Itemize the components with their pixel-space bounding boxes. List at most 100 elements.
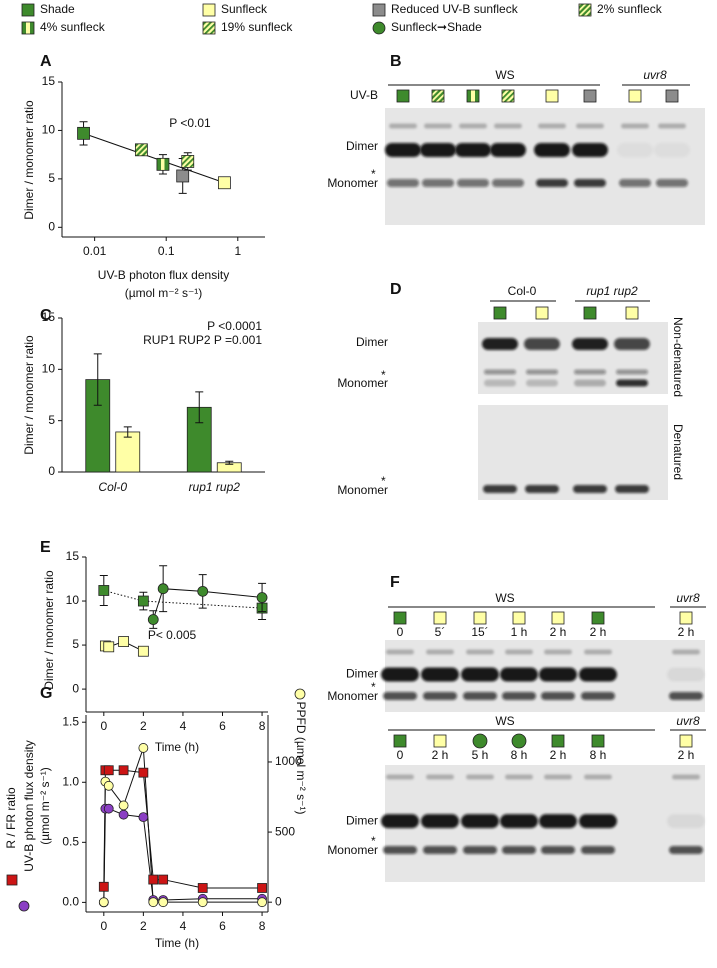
- bar: [85, 379, 111, 473]
- bar: [115, 431, 141, 473]
- blot-band: [581, 846, 615, 854]
- blot-band: [534, 143, 570, 157]
- data-point: [137, 645, 149, 657]
- blot-band: [541, 692, 575, 700]
- data-point: [257, 883, 267, 893]
- blot-band: [584, 649, 612, 655]
- blot-band: [386, 649, 414, 655]
- asterisk: *: [371, 834, 376, 848]
- blot-band: [490, 143, 526, 157]
- y-tick-label: 10: [66, 593, 80, 607]
- lane-icon: [493, 306, 507, 320]
- y-axis-label: (µmol m⁻² s⁻¹): [38, 767, 52, 845]
- lane-icon: [501, 89, 515, 103]
- blot-band: [526, 379, 558, 387]
- data-point: [103, 765, 114, 776]
- y-tick-label: 0.0: [62, 895, 79, 909]
- series-line: [103, 769, 263, 889]
- lane-icon: [591, 611, 605, 625]
- y2-tick-label: 0: [275, 894, 282, 908]
- blot-band: [424, 123, 452, 129]
- y-tick-label: 15: [66, 549, 80, 563]
- lane-icon: [512, 611, 526, 625]
- asterisk: *: [371, 167, 376, 181]
- group-label: WS: [495, 68, 514, 82]
- error-bar: [123, 426, 132, 438]
- x-tick-label: 4: [180, 719, 187, 733]
- lane-label: 2 h: [550, 748, 567, 762]
- lane-icon: [433, 734, 447, 748]
- lane-label: 2 h: [678, 625, 695, 639]
- blot-band: [484, 369, 516, 375]
- band-label: Monomer: [327, 843, 378, 857]
- blot-band: [423, 692, 457, 700]
- band-label: Dimer: [356, 335, 388, 349]
- x-tick-label: 6: [219, 719, 226, 733]
- blot-band: [654, 143, 690, 157]
- blot-band: [539, 814, 577, 829]
- blot-band: [672, 649, 700, 655]
- x-axis-label: UV-B photon flux density: [98, 268, 229, 282]
- blot-band: [524, 338, 560, 350]
- x-tick-label: 6: [219, 919, 226, 933]
- blot-band: [461, 814, 499, 829]
- data-point: [156, 157, 170, 171]
- y-tick-label: 0: [72, 681, 79, 695]
- blot-band: [572, 143, 608, 157]
- lane-icon: [396, 89, 410, 103]
- data-point: [148, 897, 159, 908]
- blot-band: [656, 179, 688, 187]
- legend-label: Reduced UV-B sunfleck: [391, 2, 519, 16]
- blot-band: [505, 649, 533, 655]
- data-point: [158, 874, 169, 885]
- lane-icon: [583, 89, 597, 103]
- data-point: [176, 169, 190, 183]
- legend-swatch: [21, 3, 35, 17]
- data-point: [134, 143, 148, 157]
- data-point: [118, 800, 129, 811]
- data-point: [98, 897, 109, 908]
- data-point: [147, 614, 159, 625]
- data-point: [148, 874, 159, 885]
- lane-label: 5´: [435, 625, 446, 639]
- lane-icon: [473, 611, 487, 625]
- legend-label: Sunfleck: [221, 2, 268, 16]
- lane-icon: [535, 306, 549, 320]
- x-tick-label: 4: [180, 919, 187, 933]
- blot-band: [483, 485, 517, 493]
- blot-band: [615, 485, 649, 493]
- fit-line: [83, 132, 225, 184]
- blot-band: [459, 123, 487, 129]
- x-tick-label: 0.1: [158, 244, 175, 258]
- panel-letter: E: [40, 539, 51, 556]
- lane-label: 8 h: [590, 748, 607, 762]
- y-axis-label: Dimer / monomer ratio: [22, 100, 36, 220]
- blot-band: [544, 649, 572, 655]
- blot-band: [386, 774, 414, 780]
- legend-swatch: [372, 21, 386, 35]
- asterisk: *: [381, 474, 386, 488]
- blot-band: [538, 123, 566, 129]
- blot-band: [383, 692, 417, 700]
- data-point: [103, 780, 114, 791]
- blot-band: [383, 846, 417, 854]
- lane-icon: [545, 89, 559, 103]
- error-bar: [195, 391, 204, 424]
- annotation: P< 0.005: [148, 628, 197, 642]
- lane-label: 2 h: [678, 748, 695, 762]
- blot-band: [461, 667, 499, 682]
- blot-band: [667, 814, 705, 829]
- legend-swatch: [578, 3, 592, 17]
- blot-band: [574, 379, 606, 387]
- blot-band: [482, 338, 518, 350]
- lane-icon: [628, 89, 642, 103]
- y2-axis-label: PPFD (µmol m⁻² s⁻¹): [294, 702, 308, 815]
- blot-band: [669, 692, 703, 700]
- data-point: [217, 176, 231, 190]
- lane-label: 2 h: [590, 625, 607, 639]
- blot-band: [389, 123, 417, 129]
- blot-band: [526, 369, 558, 375]
- blot-band: [667, 667, 705, 682]
- panel-letter: D: [390, 281, 402, 298]
- blot-band: [381, 814, 419, 829]
